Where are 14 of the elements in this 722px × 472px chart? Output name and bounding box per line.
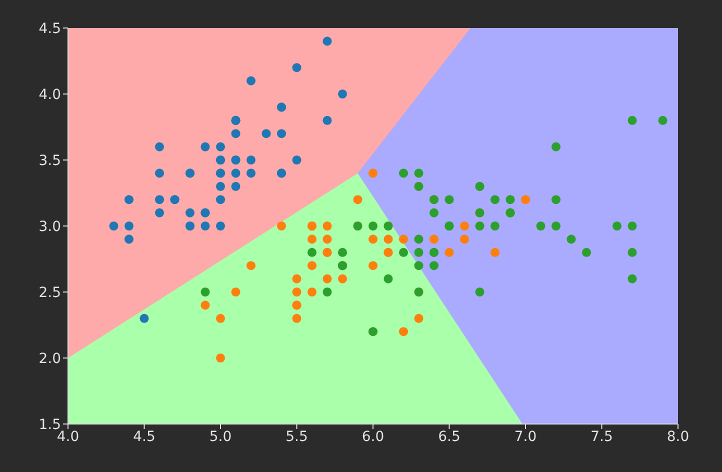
x-tick-label: 8.0 xyxy=(666,428,690,445)
x-tick-label: 5.0 xyxy=(209,428,232,445)
x-tick-label: 7.5 xyxy=(590,428,613,445)
x-tick-label: 6.5 xyxy=(438,428,460,445)
x-tick-label: 4.5 xyxy=(133,428,156,445)
y-tick-label: 2.0 xyxy=(38,350,61,367)
y-tick-label: 2.5 xyxy=(38,284,61,301)
x-tick-label: 5.5 xyxy=(286,428,308,445)
y-tick-label: 3.0 xyxy=(38,218,61,235)
x-tick-label: 7.0 xyxy=(514,428,537,445)
y-tick-label: 4.0 xyxy=(38,86,61,103)
x-tick-label: 6.0 xyxy=(362,428,384,445)
y-tick-label: 4.5 xyxy=(38,20,61,37)
y-tick-label: 3.5 xyxy=(38,152,61,169)
